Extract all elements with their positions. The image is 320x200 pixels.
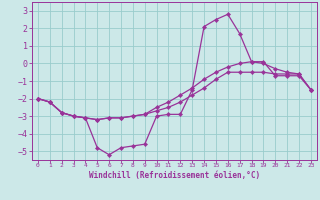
X-axis label: Windchill (Refroidissement éolien,°C): Windchill (Refroidissement éolien,°C) bbox=[89, 171, 260, 180]
